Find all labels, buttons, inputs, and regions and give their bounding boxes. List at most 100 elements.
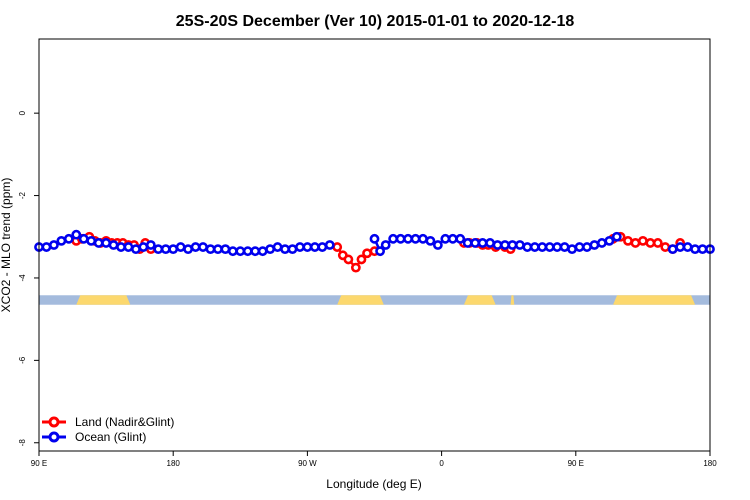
series-layer (34, 229, 715, 273)
data-point (78, 233, 89, 244)
data-point (410, 233, 421, 244)
data-point (138, 242, 149, 252)
data-point (660, 242, 671, 252)
data-point (41, 242, 52, 252)
data-point (667, 244, 678, 255)
data-point (272, 242, 283, 252)
data-point (440, 233, 451, 244)
data-point (317, 242, 328, 252)
data-point (295, 242, 305, 252)
x-tick-label: 180 (703, 459, 717, 468)
x-tick-label: 90 E (568, 459, 584, 468)
y-axis: 0 -2 -4 -6 -8 (18, 110, 39, 446)
data-point (153, 244, 164, 255)
y-tick-label: 0 (18, 110, 27, 115)
data-point (93, 238, 104, 248)
data-point (623, 235, 633, 246)
legend: Land (Nadir&Glint) Ocean (Glint) (42, 415, 174, 444)
land-patch (337, 295, 384, 305)
data-point (213, 244, 223, 255)
data-point (302, 242, 313, 252)
data-point (235, 246, 246, 257)
data-point (690, 244, 700, 255)
data-point (250, 246, 261, 257)
data-point (86, 235, 97, 246)
data-point (425, 235, 436, 246)
legend-ocean-label: Ocean (Glint) (75, 430, 146, 444)
data-point (388, 233, 399, 244)
data-point (183, 244, 194, 255)
data-point (596, 238, 607, 248)
data-point (522, 242, 533, 252)
data-point (589, 240, 600, 250)
y-tick-label: -4 (18, 274, 27, 282)
data-point (257, 246, 268, 257)
data-point (485, 238, 495, 248)
data-point (470, 238, 481, 248)
land-patch (510, 295, 515, 305)
data-point (682, 242, 693, 252)
data-point (56, 235, 67, 246)
data-point (537, 242, 548, 252)
data-point (160, 244, 171, 255)
data-point (604, 235, 615, 246)
data-point (567, 244, 577, 255)
y-tick-label: -8 (18, 439, 27, 447)
data-point (455, 233, 466, 244)
data-point (116, 242, 126, 252)
x-axis-label: Longitude (deg E) (326, 477, 421, 491)
data-point (611, 231, 622, 242)
data-point (418, 233, 428, 244)
data-point (362, 248, 372, 259)
plot-frame (38, 38, 711, 452)
x-axis: 90 E 180 90 W 0 90 E 180 (31, 451, 717, 468)
data-point (101, 238, 111, 248)
y-tick-label: -6 (18, 356, 27, 364)
x-tick-label: 0 (439, 459, 444, 468)
data-point (242, 246, 253, 257)
data-point (343, 254, 354, 265)
data-point (287, 244, 298, 255)
data-point (380, 240, 391, 250)
data-point (324, 240, 335, 250)
data-point (652, 238, 663, 248)
data-point (227, 246, 238, 257)
data-point (309, 242, 320, 252)
data-point (697, 244, 708, 255)
land-patch (463, 295, 496, 305)
data-point (332, 242, 343, 252)
data-point (63, 233, 74, 244)
data-point (462, 238, 473, 248)
land-patch (76, 295, 131, 305)
data-point (145, 240, 156, 250)
data-point (175, 242, 186, 252)
data-point (131, 244, 141, 255)
data-point (645, 238, 656, 248)
x-tick-label: 180 (167, 459, 181, 468)
data-point (168, 244, 179, 255)
data-point (108, 240, 119, 250)
data-point (582, 242, 592, 252)
data-point (477, 238, 488, 248)
data-point (514, 240, 525, 250)
land-patch (613, 295, 696, 305)
surface-band (39, 295, 710, 305)
data-point (205, 244, 216, 255)
data-point (559, 242, 570, 252)
data-point (529, 242, 540, 252)
data-point (507, 240, 518, 250)
data-point (574, 242, 585, 252)
data-point (630, 238, 641, 248)
legend-land-marker (48, 416, 60, 428)
data-point (447, 233, 458, 244)
data-point (123, 242, 134, 252)
data-point (350, 262, 361, 273)
data-point (280, 244, 290, 255)
data-point (356, 254, 367, 265)
data-point (49, 240, 59, 250)
data-point (395, 233, 406, 244)
legend-land-label: Land (Nadir&Glint) (75, 415, 174, 429)
data-point (552, 242, 563, 252)
data-point (375, 246, 385, 257)
